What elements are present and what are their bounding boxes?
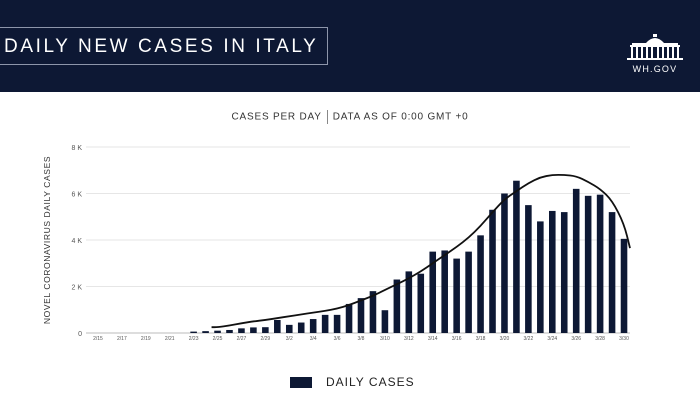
bar — [572, 188, 580, 333]
x-tick-label: 3/12 — [404, 336, 414, 342]
x-tick-label: 2/19 — [141, 336, 151, 342]
bar — [250, 327, 257, 333]
y-tick-label: 0 — [78, 331, 82, 338]
y-tick-label: 2 K — [71, 285, 82, 292]
title-frame — [0, 27, 328, 65]
bar — [620, 238, 628, 333]
bar — [584, 195, 592, 333]
bar — [417, 273, 425, 333]
x-tick-label: 2/25 — [213, 336, 223, 342]
bar — [549, 210, 556, 333]
white-house-icon — [627, 34, 683, 60]
logo-text: WH.GOV — [632, 64, 678, 74]
bar — [357, 298, 365, 333]
x-tick-label: 2/23 — [189, 336, 199, 342]
x-tick-label: 2/17 — [117, 336, 127, 342]
subtitle-separator — [326, 110, 328, 124]
bar — [226, 329, 233, 333]
bar — [429, 251, 437, 333]
x-tick-label: 2/27 — [237, 336, 247, 342]
bar — [560, 212, 568, 333]
bar — [202, 331, 209, 333]
y-tick-label: 8 K — [71, 145, 82, 152]
bar — [321, 314, 329, 333]
bar — [274, 319, 281, 333]
x-tick-label: 3/6 — [334, 336, 341, 342]
legend-swatch — [290, 376, 312, 388]
trend-line — [211, 173, 631, 329]
bar — [285, 324, 293, 333]
x-tick-label: 3/22 — [524, 336, 534, 342]
legend-label: DAILY CASES — [326, 375, 415, 389]
page-title: DAILY NEW CASES IN ITALY — [4, 36, 319, 57]
bar — [477, 235, 484, 333]
x-tick-label: 3/26 — [571, 336, 581, 342]
y-tick-label: 6 K — [71, 192, 82, 199]
chart-subtitle: CASES PER DAY DATA AS OF 0:00 GMT +0 — [0, 110, 700, 124]
y-tick-labels: 0 2 K 4 K 6 K 8 K — [71, 145, 82, 338]
x-tick-label: 3/24 — [547, 336, 557, 342]
x-tick-label: 3/4 — [310, 336, 317, 342]
x-tick-label: 3/16 — [452, 336, 462, 342]
subtitle-left: CASES PER DAY — [231, 111, 322, 123]
x-tick-labels: 2/15 2/17 2/19 2/21 2/23 2/25 2/27 2/29 3/2 3/4 3/… — [93, 336, 629, 342]
bar — [214, 330, 221, 333]
x-tick-label: 2/21 — [165, 336, 175, 342]
x-tick-label: 3/18 — [476, 336, 486, 342]
x-tick-label: 2/15 — [93, 336, 103, 342]
bar — [309, 319, 317, 333]
x-tick-label: 3/10 — [380, 336, 390, 342]
x-tick-label: 2/29 — [260, 336, 270, 342]
bar — [262, 327, 269, 333]
x-tick-label: 3/20 — [500, 336, 510, 342]
legend: DAILY CASES — [290, 374, 415, 390]
bar — [525, 205, 532, 333]
bar — [501, 193, 508, 333]
bar — [441, 250, 448, 333]
x-tick-label: 3/14 — [428, 336, 438, 342]
bar — [465, 251, 472, 333]
x-tick-label: 3/30 — [619, 336, 629, 342]
x-tick-label: 3/2 — [286, 336, 293, 342]
bar — [513, 180, 520, 333]
bar — [453, 258, 460, 333]
bars — [190, 180, 628, 333]
subtitle-right: DATA AS OF 0:00 GMT +0 — [332, 111, 469, 123]
y-tick-label: 4 K — [71, 238, 82, 245]
bar — [333, 314, 341, 333]
bar — [405, 271, 413, 333]
bar — [608, 212, 616, 333]
bar — [345, 303, 353, 333]
bar — [297, 322, 305, 333]
bar — [489, 209, 496, 333]
bar — [381, 310, 389, 333]
bar — [393, 279, 401, 333]
bar — [596, 194, 604, 333]
bar — [238, 328, 245, 333]
x-tick-label: 3/28 — [595, 336, 605, 342]
bar — [537, 221, 544, 333]
x-tick-label: 3/8 — [358, 336, 365, 342]
header-banner — [0, 0, 700, 92]
bar — [190, 331, 197, 333]
bar — [369, 291, 377, 333]
